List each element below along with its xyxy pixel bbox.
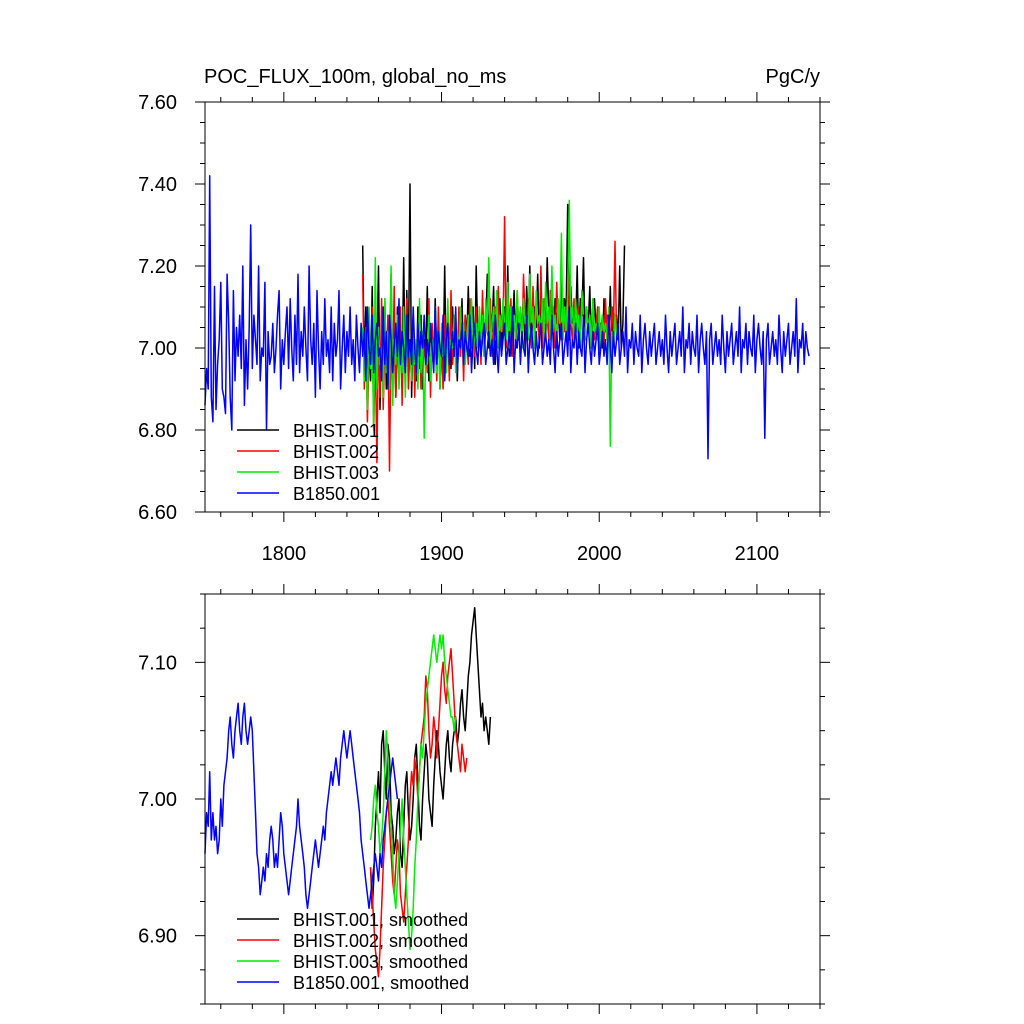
top-chart-units: PgC/y bbox=[766, 66, 820, 88]
top-legend-label-1: BHIST.001 bbox=[293, 421, 379, 441]
bottom-legend-label-4: B1850.001, smoothed bbox=[293, 973, 469, 993]
top-y-tick-label: 6.60 bbox=[138, 502, 177, 524]
top-x-tick-label: 1800 bbox=[262, 543, 307, 565]
top-x-tick-label: 1900 bbox=[419, 543, 464, 565]
top-y-tick-label: 7.20 bbox=[138, 256, 177, 278]
top-legend-label-3: BHIST.003 bbox=[293, 463, 379, 483]
bottom-legend-label-2: BHIST.002, smoothed bbox=[293, 931, 468, 951]
bottom-legend-label-3: BHIST.003, smoothed bbox=[293, 952, 468, 972]
top-x-tick-label: 2100 bbox=[735, 543, 780, 565]
bottom-series-line-3 bbox=[369, 634, 457, 951]
top-y-tick-label: 6.80 bbox=[138, 420, 177, 442]
top-legend-label-4: B1850.001 bbox=[293, 484, 380, 504]
top-y-tick-label: 7.60 bbox=[138, 92, 177, 114]
bottom-y-tick-label: 7.10 bbox=[138, 652, 177, 674]
bottom-chart: 6.90 7.00 7.10 BHIST.001, smoothedBHIST.002… bbox=[138, 584, 830, 1014]
bottom-series-line-1 bbox=[369, 606, 492, 910]
top-chart-title: POC_FLUX_100m, global_no_ms bbox=[204, 66, 506, 88]
top-series-line-4 bbox=[204, 175, 810, 460]
bottom-y-tick-label: 6.90 bbox=[138, 926, 177, 948]
bottom-legend-label-1: BHIST.001, smoothed bbox=[293, 910, 468, 930]
top-x-tick-label: 2000 bbox=[577, 543, 622, 565]
top-y-tick-label: 7.00 bbox=[138, 338, 177, 360]
bottom-series-line-4 bbox=[204, 702, 399, 910]
top-chart: 1800 1900 2000 2100 6.60 6.80 7.00 7.20 7.40 7.60… bbox=[138, 92, 830, 565]
bottom-y-tick-label: 7.00 bbox=[138, 789, 177, 811]
top-legend-label-2: BHIST.002 bbox=[293, 442, 379, 462]
top-y-tick-label: 7.40 bbox=[138, 174, 177, 196]
